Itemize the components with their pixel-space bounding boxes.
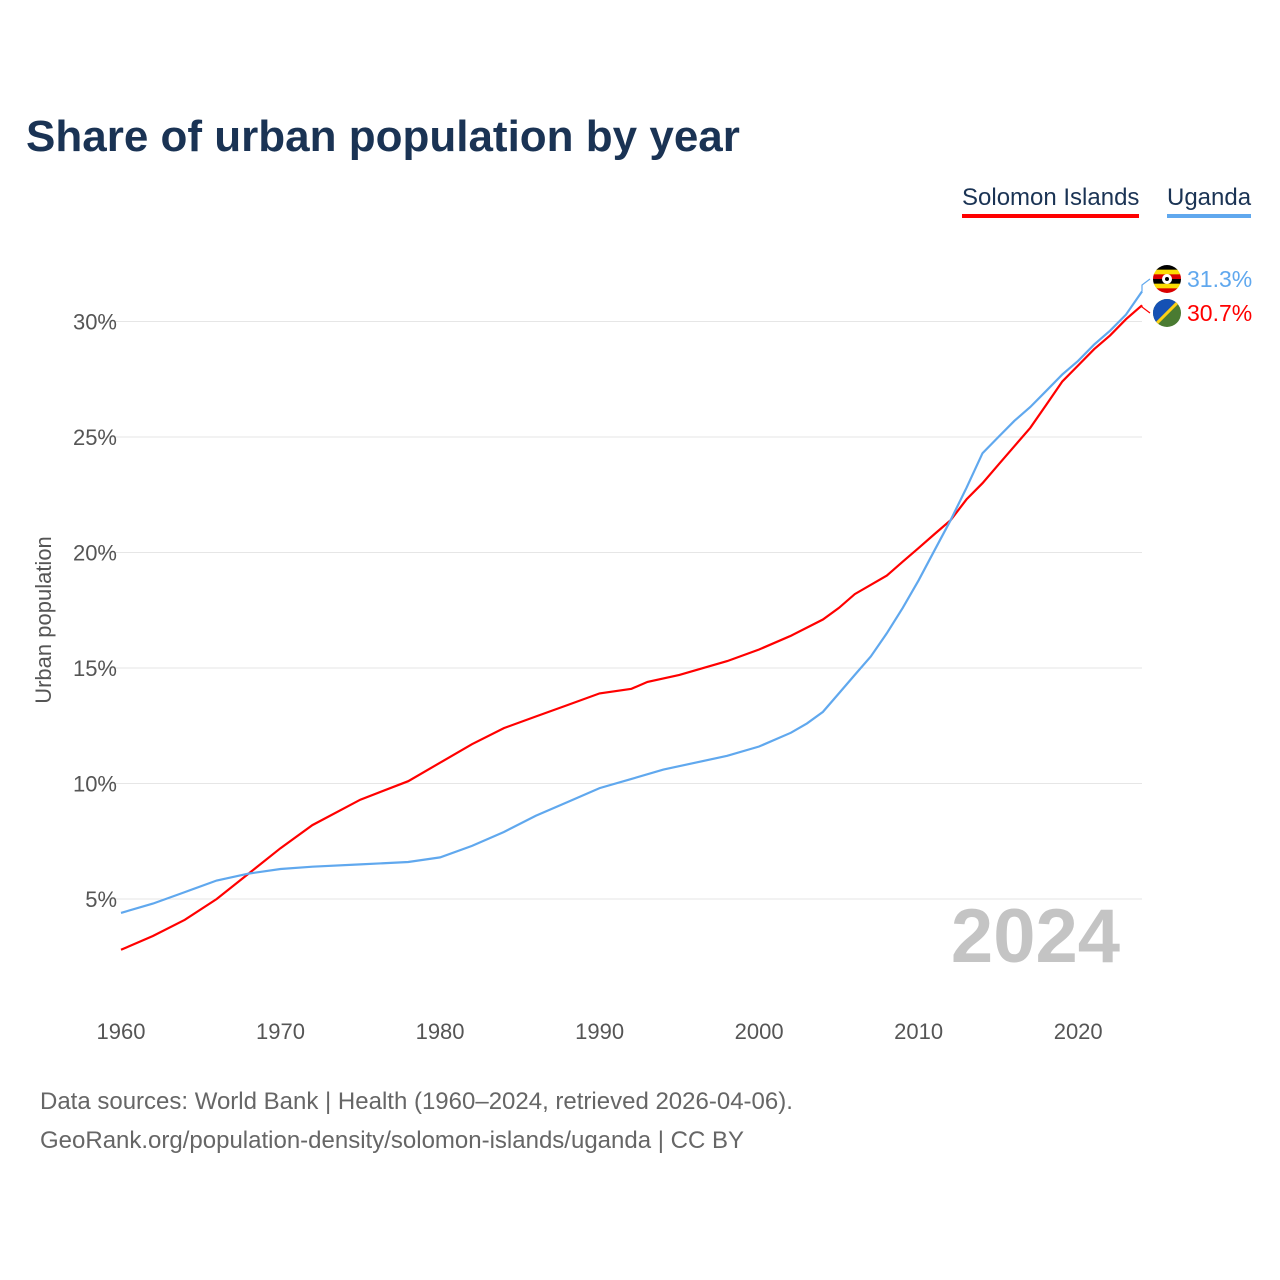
series-line-solomon-islands [120, 304, 1143, 951]
series-line-uganda [120, 290, 1143, 914]
y-axis-label: Urban population [31, 536, 56, 704]
footer-link[interactable]: GeoRank.org/population-density/solomon-i… [40, 1127, 744, 1154]
y-tick-label: 5% [85, 887, 117, 912]
y-tick-label: 10% [73, 772, 117, 797]
x-tick-label: 1980 [416, 1019, 465, 1044]
x-tick-label: 1960 [97, 1019, 146, 1044]
x-tick-label: 2020 [1054, 1019, 1103, 1044]
legend-solomon-islands[interactable]: Solomon Islands [962, 184, 1140, 218]
end-label-connector [1141, 278, 1151, 292]
end-value-label: 30.7% [1187, 300, 1252, 326]
y-tick-label: 25% [73, 425, 117, 450]
year-watermark: 2024 [951, 894, 1120, 979]
legend-uganda[interactable]: Uganda [1167, 184, 1252, 218]
y-tick-label: 20% [73, 541, 117, 566]
solomon-islands-flag-icon [1153, 299, 1181, 327]
y-tick-label: 15% [73, 656, 117, 681]
y-tick-label: 30% [73, 310, 117, 335]
chart-title: Share of urban population by year [26, 112, 740, 161]
end-label-connector [1141, 305, 1151, 314]
footer-sources: Data sources: World Bank | Health (1960–… [40, 1088, 793, 1115]
end-value-label: 31.3% [1187, 266, 1252, 292]
x-tick-label: 1990 [575, 1019, 624, 1044]
x-tick-label: 2010 [894, 1019, 943, 1044]
x-tick-label: 1970 [256, 1019, 305, 1044]
uganda-flag-icon [1153, 265, 1181, 293]
x-tick-label: 2000 [735, 1019, 784, 1044]
